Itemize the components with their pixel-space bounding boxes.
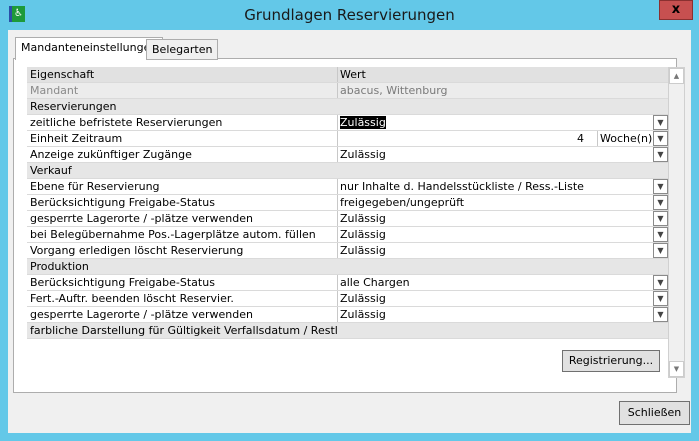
property-row[interactable]: Vorgang erledigen löscht Reservierung Zul… [27, 243, 668, 259]
property-name: Berücksichtigung Freigabe-Status [30, 276, 215, 289]
selected-value: nur Inhalte d. Handelsstückliste / Ress.… [340, 180, 584, 193]
selected-value: Zulässig [340, 292, 386, 305]
selected-value: alle Chargen [340, 276, 410, 289]
chevron-down-icon[interactable]: ▼ [653, 227, 668, 242]
title-bar[interactable]: ♿ Grundlagen Reservierungen x [0, 0, 699, 30]
grid-header: Eigenschaft Wert [27, 67, 668, 83]
chevron-down-icon[interactable]: ▼ [653, 275, 668, 290]
section-header: Verkauf [27, 163, 668, 179]
property-row[interactable]: Berücksichtigung Freigabe-Status alle Cha… [27, 275, 668, 291]
selected-value: Zulässig [340, 308, 386, 321]
window-title: Grundlagen Reservierungen [244, 6, 455, 24]
property-row[interactable]: gesperrte Lagerorte / -plätze verwenden Z… [27, 307, 668, 323]
selected-value: Zulässig [340, 244, 386, 257]
scroll-down-icon[interactable]: ▼ [669, 361, 684, 377]
registrierung-button[interactable]: Registrierung... [562, 350, 660, 372]
property-name: Anzeige zukünftiger Zugänge [30, 148, 192, 161]
unit-value: Woche(n) [597, 131, 652, 146]
selected-value: Zulässig [340, 228, 386, 241]
selected-value: Zulässig [340, 212, 386, 225]
selected-value: Zulässig [340, 148, 386, 161]
property-value-select[interactable]: alle Chargen ▼ [337, 275, 668, 290]
property-value-select[interactable]: Zulässig ▼ [337, 307, 668, 322]
property-value-select[interactable]: Zulässig ▼ [337, 227, 668, 242]
property-grid: Eigenschaft Wert Mandant abacus, Wittenbu… [27, 67, 668, 341]
property-row[interactable]: zeitliche befristete Reservierungen Zuläs… [27, 115, 668, 131]
property-row[interactable]: Berücksichtigung Freigabe-Status freigege… [27, 195, 668, 211]
tab-mandanteneinstellungen[interactable]: Mandanteneinstellungen [15, 37, 164, 60]
property-value-select[interactable]: nur Inhalte d. Handelsstückliste / Ress.… [337, 179, 668, 194]
number-value[interactable]: 4 [577, 132, 584, 145]
property-row[interactable]: Einheit Zeitraum 4 Woche(n) ▼ [27, 131, 668, 147]
property-row[interactable]: Anzeige zukünftiger Zugänge Zulässig ▼ [27, 147, 668, 163]
property-value: abacus, Wittenburg [337, 83, 668, 98]
close-window-button[interactable]: x [659, 0, 693, 20]
property-name: Mandant [30, 84, 79, 97]
chevron-down-icon[interactable]: ▼ [653, 147, 668, 162]
property-name: Reservierungen [30, 100, 117, 113]
header-eigenschaft: Eigenschaft [30, 68, 95, 81]
property-name: Fert.-Auftr. beenden löscht Reservier. [30, 292, 234, 305]
property-name: farbliche Darstellung für Gültigkeit Ver… [30, 324, 337, 337]
section-header: Reservierungen [27, 99, 668, 115]
property-value-number[interactable]: 4 Woche(n) ▼ [337, 131, 668, 146]
property-value-select[interactable]: freigegeben/ungeprüft ▼ [337, 195, 668, 210]
property-row[interactable]: bei Belegübernahme Pos.-Lagerplätze auto… [27, 227, 668, 243]
tab-belegarten[interactable]: Belegarten [146, 39, 219, 60]
property-row[interactable]: Ebene für Reservierung nur Inhalte d. Han… [27, 179, 668, 195]
property-row[interactable]: gesperrte Lagerorte / -plätze verwenden Z… [27, 211, 668, 227]
property-name: Verkauf [30, 164, 72, 177]
selected-value: freigegeben/ungeprüft [340, 196, 465, 209]
header-wert: Wert [337, 67, 668, 82]
property-value-select[interactable]: Zulässig ▼ [337, 211, 668, 226]
schliessen-button[interactable]: Schließen [619, 401, 690, 425]
vertical-scrollbar[interactable]: ▲ ▼ [668, 67, 685, 378]
section-header: farbliche Darstellung für Gültigkeit Ver… [27, 323, 668, 339]
property-name: Ebene für Reservierung [30, 180, 160, 193]
chevron-down-icon[interactable]: ▼ [653, 307, 668, 322]
property-name: Vorgang erledigen löscht Reservierung [30, 244, 244, 257]
property-name: gesperrte Lagerorte / -plätze verwenden [30, 308, 253, 321]
property-name: bei Belegübernahme Pos.-Lagerplätze auto… [30, 228, 316, 241]
property-name: gesperrte Lagerorte / -plätze verwenden [30, 212, 253, 225]
chevron-down-icon[interactable]: ▼ [653, 243, 668, 258]
scroll-up-icon[interactable]: ▲ [669, 68, 684, 84]
chevron-down-icon[interactable]: ▼ [653, 291, 668, 306]
chevron-down-icon[interactable]: ▼ [653, 115, 668, 130]
app-icon: ♿ [9, 6, 25, 22]
property-name: Produktion [30, 260, 89, 273]
property-name: zeitliche befristete Reservierungen [30, 116, 223, 129]
property-value-select[interactable]: Zulässig ▼ [337, 243, 668, 258]
property-value-select[interactable]: Zulässig ▼ [337, 291, 668, 306]
property-value-select[interactable]: Zulässig ▼ [337, 147, 668, 162]
section-header: Produktion [27, 259, 668, 275]
chevron-down-icon[interactable]: ▼ [653, 195, 668, 210]
property-name: Einheit Zeitraum [30, 132, 123, 145]
chevron-down-icon[interactable]: ▼ [653, 179, 668, 194]
chevron-down-icon[interactable]: ▼ [653, 131, 668, 146]
property-row[interactable]: Mandant abacus, Wittenburg [27, 83, 668, 99]
property-value-select[interactable]: Zulässig ▼ [337, 115, 668, 130]
selected-value: Zulässig [340, 116, 386, 129]
property-name: Berücksichtigung Freigabe-Status [30, 196, 215, 209]
chevron-down-icon[interactable]: ▼ [653, 211, 668, 226]
property-row[interactable]: Fert.-Auftr. beenden löscht Reservier. Zu… [27, 291, 668, 307]
